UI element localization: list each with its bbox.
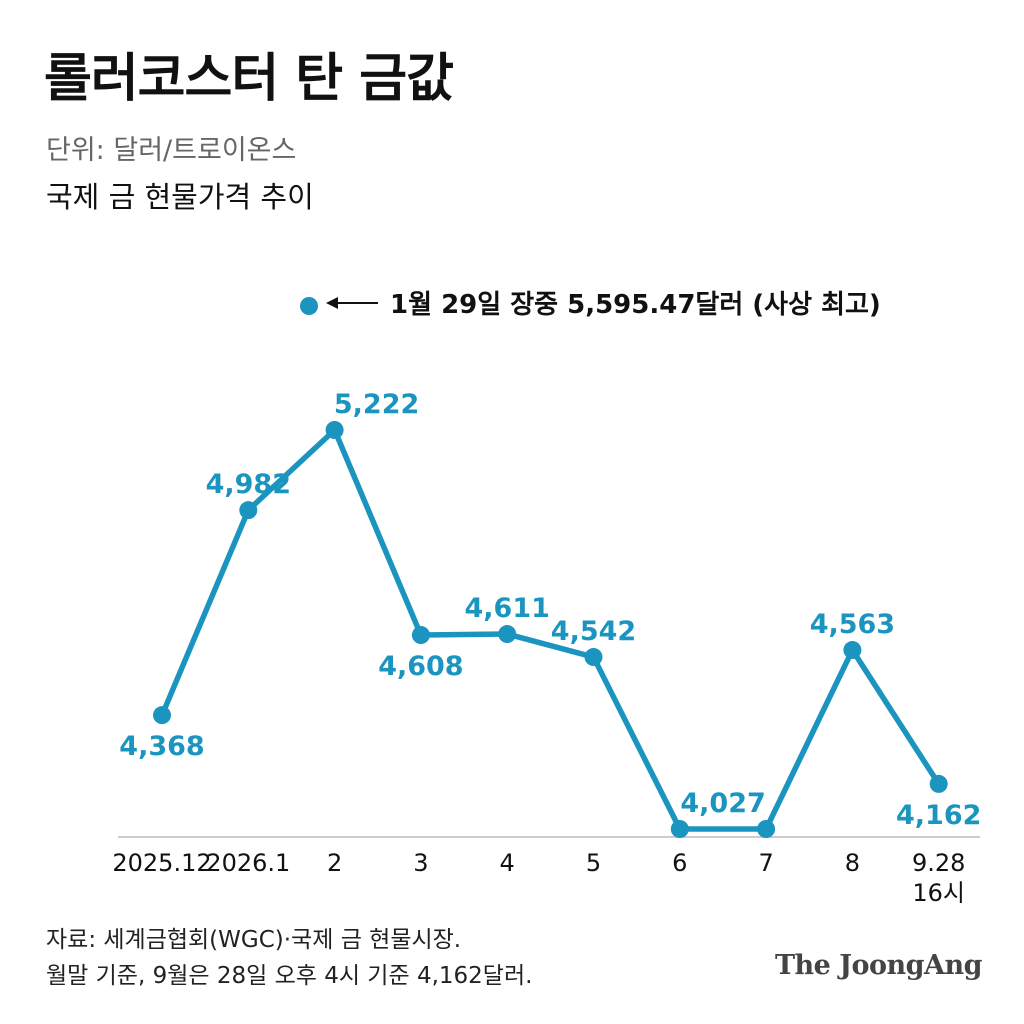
annotation-text: 1월 29일 장중 5,595.47달러 (사상 최고) <box>390 290 881 320</box>
data-point <box>239 501 258 520</box>
data-label: 4,027 <box>680 788 765 819</box>
x-tick-label: 2 <box>327 849 342 877</box>
source-note: 자료: 세계금협회(WGC)·국제 금 현물시장. 월말 기준, 9월은 28일… <box>46 922 532 994</box>
series-line <box>159 427 942 832</box>
data-label: 4,982 <box>206 469 291 500</box>
data-point <box>153 706 171 725</box>
x-tick-label: 6 <box>672 849 687 877</box>
x-tick-label: 7 <box>758 849 773 877</box>
annotation-marker <box>300 297 318 315</box>
source-line-2: 월말 기준, 9월은 28일 오후 4시 기준 4,162달러. <box>46 963 533 989</box>
data-label: 4,563 <box>810 609 895 640</box>
x-tick-label: 2025.12 <box>112 849 211 877</box>
data-label: 4,542 <box>551 616 636 647</box>
x-tick-label: 8 <box>845 849 860 877</box>
data-point <box>584 648 603 667</box>
data-point <box>498 625 517 644</box>
chart-subtitle: 국제 금 현물가격 추이 <box>46 180 314 214</box>
x-tick-label: 5 <box>586 849 601 877</box>
data-point <box>411 626 430 645</box>
data-label: 4,368 <box>119 731 204 762</box>
data-point <box>843 641 862 660</box>
x-tick-label: 2026.1 <box>206 849 290 877</box>
x-tick-label: 4 <box>500 849 515 877</box>
data-point <box>929 774 948 793</box>
data-label: 5,222 <box>334 389 419 420</box>
unit-label: 단위: 달러/트로이온스 <box>46 135 297 166</box>
x-tick-label: 9.28 <box>912 849 965 877</box>
data-point <box>757 820 776 838</box>
chart-title: 롤러코스터 탄 금값 <box>44 49 454 109</box>
data-label: 4,608 <box>378 651 463 682</box>
data-label: 4,611 <box>464 593 549 624</box>
data-label: 4,162 <box>896 800 981 831</box>
x-tick-label: 16시 <box>912 879 965 907</box>
data-point <box>670 820 689 838</box>
x-tick-label: 3 <box>413 849 428 877</box>
annotation-arrowhead <box>326 297 338 309</box>
data-point <box>325 421 344 439</box>
publisher-logo: The JoongAng <box>774 950 983 981</box>
source-line-1: 자료: 세계금협회(WGC)·국제 금 현물시장. <box>46 927 462 953</box>
